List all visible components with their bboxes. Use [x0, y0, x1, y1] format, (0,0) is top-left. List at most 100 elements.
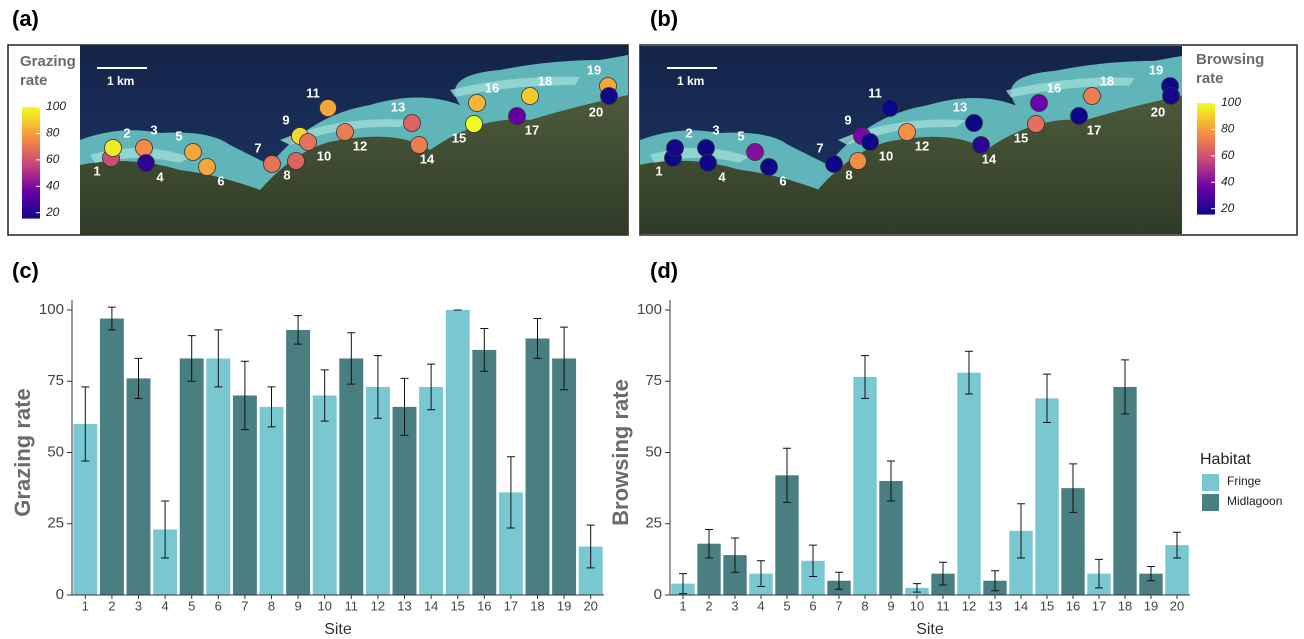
colorbar-tick-label: 20: [45, 205, 60, 219]
colorbar-segment: [22, 198, 40, 202]
site-marker: [521, 87, 539, 105]
y-tick-label: 25: [47, 515, 64, 532]
bar: [126, 378, 151, 595]
x-tick-label: 16: [1066, 598, 1080, 613]
site-marker: [468, 94, 486, 112]
site-marker: [600, 87, 618, 105]
colorbar-segment: [1197, 183, 1215, 187]
bar: [525, 338, 550, 595]
error-bar: [1069, 463, 1077, 513]
error-bar: [783, 447, 791, 503]
colorbar-segment: [22, 126, 40, 130]
bar: [775, 475, 799, 595]
error-bar: [560, 326, 569, 391]
colorbar-segment: [22, 159, 40, 164]
colorbar-segment: [22, 170, 40, 175]
error-bar: [267, 386, 276, 428]
colorbar-segment: [1197, 119, 1215, 124]
x-tick-label: 8: [268, 598, 275, 613]
bar: [153, 529, 178, 595]
colorbar-segment: [1197, 127, 1215, 132]
x-tick-label: 19: [557, 598, 571, 613]
colorbar-segment: [22, 115, 40, 119]
x-tick-label: 19: [1144, 598, 1158, 613]
x-tick-label: 20: [583, 598, 597, 613]
site-label: 17: [525, 122, 539, 137]
error-bar: [134, 357, 143, 399]
colorbar-segment: [22, 168, 40, 172]
colorbar-segment: [1197, 208, 1215, 212]
colorbar-segment: [1197, 150, 1215, 154]
site-marker: [137, 154, 155, 172]
bar: [312, 395, 337, 595]
site-label: 15: [1014, 130, 1028, 145]
site-marker: [319, 99, 337, 117]
site-marker: [881, 99, 899, 117]
error-bar: [373, 355, 382, 419]
colorbar-segment: [22, 184, 40, 189]
colorbar-segment: [22, 151, 40, 155]
bar: [879, 480, 903, 595]
y-tick-label: 50: [645, 443, 662, 460]
bar: [286, 329, 311, 595]
colorbar-segment: [22, 123, 40, 128]
bar: [1009, 530, 1033, 595]
error-bar: [679, 573, 687, 595]
colorbar-segment: [1197, 116, 1215, 121]
site-label: 2: [685, 125, 692, 140]
colorbar-segment: [1197, 205, 1215, 210]
colorbar-segment: [1197, 130, 1215, 135]
site-label: 3: [712, 122, 719, 137]
x-tick-label: 1: [82, 598, 89, 613]
error-bar: [294, 315, 303, 345]
colorbar-segment: [22, 215, 40, 219]
colorbar-segment: [1197, 105, 1215, 110]
y-tick-label: 50: [47, 443, 64, 460]
x-tick-label: 9: [887, 598, 894, 613]
site-marker: [287, 152, 305, 170]
colorbar-segment: [1197, 161, 1215, 165]
colorbar-tick-label: 40: [46, 178, 60, 192]
colorbar-segment: [1197, 164, 1215, 168]
site-marker: [508, 107, 526, 125]
error-bar: [107, 306, 116, 331]
x-axis-label: Site: [916, 621, 944, 638]
colorbar-segment: [1197, 108, 1215, 112]
x-tick-label: 13: [988, 598, 1002, 613]
site-label: 13: [391, 99, 405, 114]
site-marker: [697, 139, 715, 157]
site-label: 20: [589, 104, 603, 119]
bar: [339, 358, 364, 595]
x-tick-label: 7: [241, 598, 248, 613]
site-label: 14: [982, 151, 997, 166]
site-marker: [760, 158, 778, 176]
colorbar-segment: [1197, 147, 1215, 151]
panel-label: (d): [650, 258, 678, 283]
site-marker: [849, 152, 867, 170]
colorbar-segment: [22, 112, 40, 116]
site-label: 7: [816, 140, 823, 155]
colorbar-segment: [22, 107, 40, 111]
error-bar: [861, 355, 869, 399]
bar: [179, 358, 204, 595]
site-label: 16: [1047, 80, 1061, 95]
panel-label: (a): [12, 6, 39, 31]
error-bar: [480, 328, 489, 372]
colorbar-segment: [1197, 191, 1215, 196]
error-bar: [81, 386, 90, 462]
x-tick-label: 11: [936, 598, 950, 613]
site-label: 15: [452, 130, 466, 145]
colorbar-segment: [1197, 172, 1215, 176]
colorbar-segment: [1197, 122, 1215, 126]
y-tick-label: 75: [47, 372, 64, 389]
error-bar: [240, 360, 249, 431]
site-label: 18: [1100, 73, 1114, 88]
colorbar-segment: [1197, 141, 1215, 146]
x-tick-label: 7: [835, 598, 842, 613]
scale-bar-label: 1 km: [107, 74, 134, 88]
x-tick-label: 6: [215, 598, 222, 613]
site-marker: [336, 123, 354, 141]
x-tick-label: 1: [679, 598, 686, 613]
error-bar: [939, 561, 947, 586]
colorbar-segment: [22, 134, 40, 139]
